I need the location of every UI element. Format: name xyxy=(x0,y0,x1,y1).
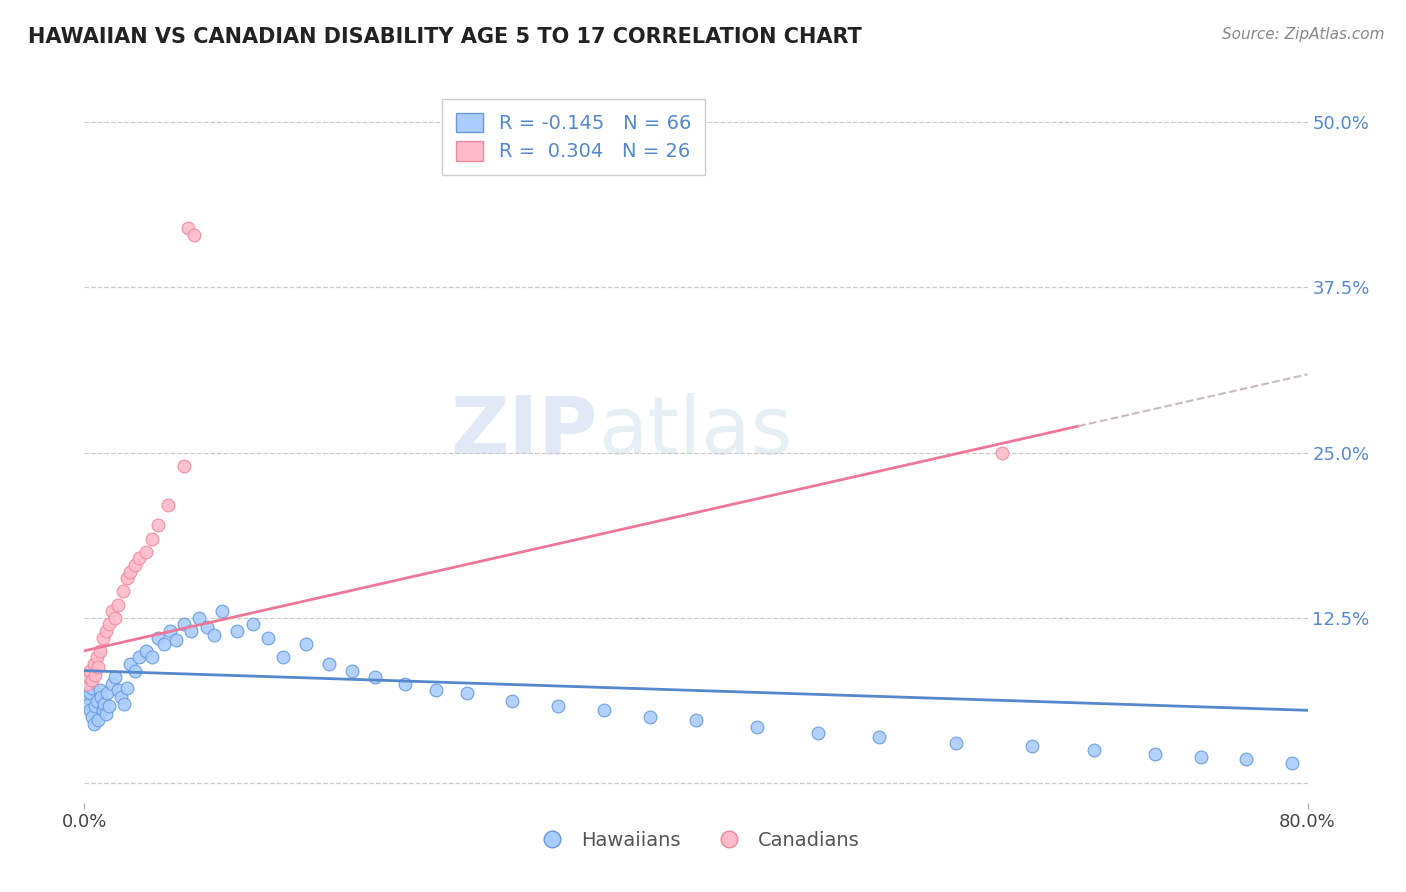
Point xyxy=(87,713,110,727)
Point xyxy=(295,637,318,651)
Point xyxy=(84,699,107,714)
Point xyxy=(141,650,163,665)
Point xyxy=(111,584,134,599)
Point xyxy=(76,683,98,698)
Point xyxy=(80,681,103,695)
Point xyxy=(135,644,157,658)
Point xyxy=(89,683,111,698)
Point xyxy=(202,628,225,642)
Point xyxy=(97,617,120,632)
Point xyxy=(93,697,115,711)
Text: ZIP: ZIP xyxy=(451,392,598,471)
Point xyxy=(110,690,132,704)
Point xyxy=(173,458,195,473)
Point xyxy=(1021,739,1043,753)
Point xyxy=(115,571,138,585)
Point xyxy=(77,670,100,684)
Point xyxy=(547,699,569,714)
Point xyxy=(94,707,117,722)
Point xyxy=(173,617,195,632)
Legend: Hawaiians, Canadians: Hawaiians, Canadians xyxy=(524,822,868,857)
Point xyxy=(80,710,103,724)
Point xyxy=(101,677,124,691)
Point xyxy=(77,677,100,691)
Point xyxy=(79,686,101,700)
Point xyxy=(101,604,124,618)
Point xyxy=(79,664,101,678)
Point xyxy=(502,694,524,708)
Point xyxy=(115,681,138,695)
Point xyxy=(83,657,105,671)
Point xyxy=(157,499,180,513)
Text: HAWAIIAN VS CANADIAN DISABILITY AGE 5 TO 17 CORRELATION CHART: HAWAIIAN VS CANADIAN DISABILITY AGE 5 TO… xyxy=(28,27,862,46)
Point xyxy=(425,683,447,698)
Point xyxy=(593,703,616,717)
Point xyxy=(165,633,187,648)
Point xyxy=(90,690,112,704)
Point xyxy=(945,736,967,750)
Point xyxy=(141,532,163,546)
Point xyxy=(86,694,108,708)
Point xyxy=(226,624,249,638)
Point xyxy=(638,710,661,724)
Point xyxy=(242,617,264,632)
Point xyxy=(188,611,211,625)
Point xyxy=(79,703,101,717)
Point xyxy=(257,631,280,645)
Point xyxy=(77,697,100,711)
Point xyxy=(271,650,294,665)
Point xyxy=(364,670,387,684)
Point xyxy=(991,445,1014,459)
Point xyxy=(394,677,416,691)
Point xyxy=(80,673,103,687)
Point xyxy=(87,659,110,673)
Point xyxy=(124,664,146,678)
Text: Source: ZipAtlas.com: Source: ZipAtlas.com xyxy=(1222,27,1385,42)
Point xyxy=(120,565,142,579)
Point xyxy=(177,221,200,235)
Point xyxy=(104,611,127,625)
Point xyxy=(159,624,181,638)
Point xyxy=(747,721,769,735)
Point xyxy=(135,545,157,559)
Point xyxy=(128,650,150,665)
Point xyxy=(807,725,830,739)
Point xyxy=(180,624,202,638)
Point xyxy=(124,558,146,572)
Point xyxy=(1083,743,1105,757)
Point xyxy=(89,644,111,658)
Point xyxy=(146,631,169,645)
Point xyxy=(91,703,114,717)
Point xyxy=(195,620,218,634)
Point xyxy=(340,664,363,678)
Text: atlas: atlas xyxy=(598,392,793,471)
Point xyxy=(97,699,120,714)
Point xyxy=(96,686,118,700)
Point xyxy=(1281,756,1303,771)
Point xyxy=(1189,749,1212,764)
Point xyxy=(183,227,205,242)
Point xyxy=(456,686,478,700)
Point xyxy=(75,690,97,704)
Point xyxy=(104,670,127,684)
Point xyxy=(146,518,169,533)
Point xyxy=(153,637,176,651)
Point xyxy=(120,657,142,671)
Point xyxy=(128,551,150,566)
Point xyxy=(869,730,891,744)
Point xyxy=(1143,747,1166,761)
Point xyxy=(318,657,340,671)
Point xyxy=(84,667,107,681)
Point xyxy=(685,713,707,727)
Point xyxy=(107,683,129,698)
Point xyxy=(91,631,114,645)
Point xyxy=(83,716,105,731)
Point xyxy=(107,598,129,612)
Point xyxy=(112,697,135,711)
Point xyxy=(94,624,117,638)
Point xyxy=(1236,752,1258,766)
Point xyxy=(76,677,98,691)
Point xyxy=(86,650,108,665)
Point xyxy=(211,604,233,618)
